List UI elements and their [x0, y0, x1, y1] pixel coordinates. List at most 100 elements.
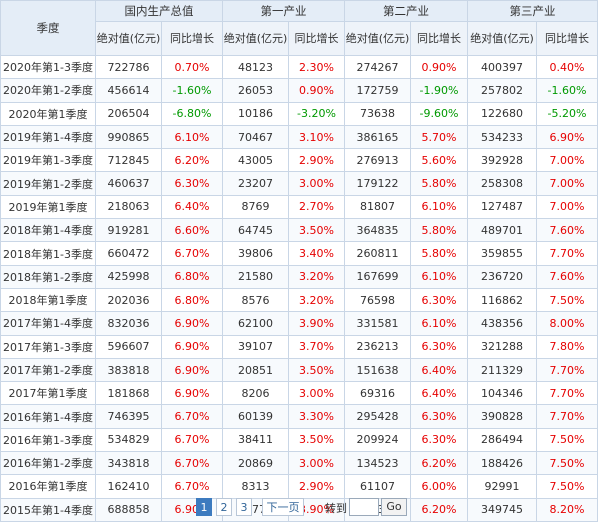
table-row: 2019年第1-3季度 712845 6.20% 43005 2.90% 276913 5.… [0, 148, 598, 173]
quarter-cell: 2017年第1-3季度 [0, 334, 96, 359]
table-row: 2020年第1季度 206504 -6.80% 10186 -3.20% 73638 -9.… [0, 101, 598, 126]
secondary-growth-cell: 6.40% [410, 357, 468, 383]
page-1-button[interactable]: 1 [196, 498, 212, 516]
pagination: 1 2 3 下一页 转到 Go [0, 498, 600, 518]
primary-growth-cell: 3.00% [288, 381, 345, 406]
primary-growth-cell: 3.50% [288, 357, 345, 383]
table-row: 2018年第1-3季度 660472 6.70% 39806 3.40% 260811 5.… [0, 241, 598, 266]
secondary-value-cell: 167699 [344, 264, 411, 289]
gdp-growth-cell: 0.70% [161, 54, 223, 80]
goto-label: 转到 [325, 502, 347, 515]
tertiary-growth-cell: 7.50% [536, 287, 598, 313]
secondary-growth-cell: 5.80% [410, 241, 468, 266]
gdp-growth-cell: 6.90% [161, 311, 223, 336]
secondary-value-cell: 172759 [344, 78, 411, 103]
tertiary-growth-cell: -5.20% [536, 101, 598, 126]
primary-value-cell: 38411 [222, 427, 289, 453]
primary-growth-cell: 3.90% [288, 311, 345, 336]
gdp-value-cell: 456614 [95, 78, 162, 103]
subheader-yoy: 同比增长 [536, 21, 598, 56]
secondary-growth-cell: 6.30% [410, 287, 468, 313]
secondary-value-cell: 81807 [344, 194, 411, 220]
primary-growth-cell: -3.20% [288, 101, 345, 126]
primary-growth-cell: 0.90% [288, 78, 345, 103]
gdp-value-cell: 919281 [95, 218, 162, 243]
table-row: 2019年第1-4季度 990865 6.10% 70467 3.10% 386165 5.… [0, 124, 598, 150]
table-row: 2020年第1-3季度 722786 0.70% 48123 2.30% 274267 0.… [0, 54, 598, 80]
table-row: 2020年第1-2季度 456614 -1.60% 26053 0.90% 172759-… [0, 78, 598, 103]
primary-growth-cell: 3.20% [288, 287, 345, 313]
tertiary-growth-cell: 7.00% [536, 171, 598, 196]
season-header: 季度 [0, 0, 96, 56]
page-2-button[interactable]: 2 [216, 498, 232, 516]
tertiary-value-cell: 116862 [467, 287, 537, 313]
subheader-absolute: 绝对值(亿元) [467, 21, 537, 56]
secondary-growth-cell: 6.40% [410, 381, 468, 406]
next-page-button[interactable]: 下一页 [262, 498, 304, 516]
table-row: 2016年第1季度 162410 6.70% 8313 2.90% 61107 6.00% 9… [0, 474, 598, 499]
gdp-growth-cell: 6.70% [161, 241, 223, 266]
secondary-value-cell: 76598 [344, 287, 411, 313]
tertiary-value-cell: 390828 [467, 404, 537, 429]
tertiary-value-cell: 400397 [467, 54, 537, 80]
secondary-value-cell: 209924 [344, 427, 411, 453]
secondary-value-cell: 364835 [344, 218, 411, 243]
goto-page-input[interactable] [349, 498, 379, 516]
quarter-cell: 2020年第1季度 [0, 101, 96, 126]
primary-value-cell: 70467 [222, 124, 289, 150]
secondary-value-cell: 331581 [344, 311, 411, 336]
quarter-cell: 2019年第1-3季度 [0, 148, 96, 173]
quarter-cell: 2018年第1-2季度 [0, 264, 96, 289]
page-3-button[interactable]: 3 [236, 498, 252, 516]
quarter-cell: 2020年第1-3季度 [0, 54, 96, 80]
gdp-value-cell: 688858 [95, 497, 162, 522]
tertiary-value-cell: 321288 [467, 334, 537, 359]
secondary-value-cell: 69316 [344, 381, 411, 406]
gdp-value-cell: 343818 [95, 451, 162, 476]
gdp-value-cell: 832036 [95, 311, 162, 336]
table-row: 2018年第1-2季度 425998 6.80% 21580 3.20% 167699 6.… [0, 264, 598, 289]
primary-value-cell: 8313 [222, 474, 289, 499]
tertiary-growth-cell: 7.00% [536, 194, 598, 220]
quarter-cell: 2017年第1季度 [0, 381, 96, 406]
secondary-growth-cell: 6.20% [410, 451, 468, 476]
secondary-value-cell: 151638 [344, 357, 411, 383]
secondary-growth-cell: 6.00% [410, 474, 468, 499]
tertiary-growth-cell: 7.70% [536, 404, 598, 429]
gdp-growth-cell: 6.10% [161, 124, 223, 150]
primary-value-cell: 62100 [222, 311, 289, 336]
secondary-value-cell: 73638 [344, 101, 411, 126]
primary-growth-cell: 3.10% [288, 124, 345, 150]
tertiary-value-cell: 188426 [467, 451, 537, 476]
secondary-growth-cell: 6.20% [410, 497, 468, 522]
primary-value-cell: 20851 [222, 357, 289, 383]
primary-value-cell: 8769 [222, 194, 289, 220]
primary-growth-cell: 3.70% [288, 334, 345, 359]
tertiary-growth-cell: 7.50% [536, 451, 598, 476]
tertiary-growth-cell: 7.60% [536, 264, 598, 289]
secondary-growth-cell: 6.30% [410, 334, 468, 359]
tertiary-value-cell: 92991 [467, 474, 537, 499]
gdp-value-cell: 660472 [95, 241, 162, 266]
gdp-value-cell: 746395 [95, 404, 162, 429]
gdp-growth-cell: 6.80% [161, 287, 223, 313]
gdp-growth-cell: 6.20% [161, 148, 223, 173]
quarter-cell: 2018年第1季度 [0, 287, 96, 313]
tertiary-value-cell: 359855 [467, 241, 537, 266]
gdp-value-cell: 181868 [95, 381, 162, 406]
secondary-growth-cell: 0.90% [410, 54, 468, 80]
primary-growth-cell: 2.90% [288, 148, 345, 173]
quarter-cell: 2019年第1-4季度 [0, 124, 96, 150]
tertiary-value-cell: 236720 [467, 264, 537, 289]
secondary-value-cell: 179122 [344, 171, 411, 196]
tertiary-value-cell: 127487 [467, 194, 537, 220]
tertiary-value-cell: 258308 [467, 171, 537, 196]
go-button[interactable]: Go [381, 498, 407, 516]
quarter-cell: 2019年第1季度 [0, 194, 96, 220]
primary-growth-cell: 3.40% [288, 241, 345, 266]
quarter-cell: 2016年第1-4季度 [0, 404, 96, 429]
gdp-value-cell: 534829 [95, 427, 162, 453]
table-row: 2017年第1-2季度 383818 6.90% 20851 3.50% 151638 6.… [0, 357, 598, 383]
primary-value-cell: 39107 [222, 334, 289, 359]
secondary-value-cell: 295428 [344, 404, 411, 429]
